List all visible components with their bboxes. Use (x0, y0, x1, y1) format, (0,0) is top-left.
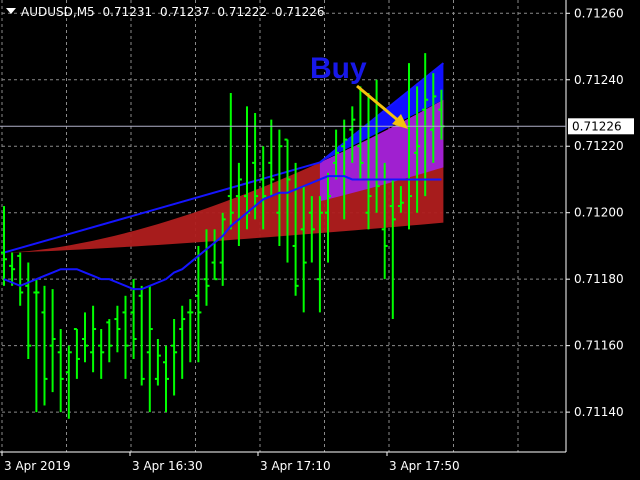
ohlc-bar (90, 305, 97, 373)
y-tick-label: 0.71220 (574, 139, 624, 153)
ohlc-bar (333, 129, 340, 180)
high-price: 0.71237 (159, 5, 210, 19)
ohlc-bar (203, 229, 210, 306)
symbol-label: AUDUSD,M5 (21, 5, 95, 19)
current-price-label: 0.71226 (572, 119, 622, 133)
ohlc-bar (41, 285, 48, 406)
ohlc-bar (268, 119, 275, 197)
ohlc-bar (82, 312, 88, 363)
ohlc-bar (187, 299, 194, 363)
buy-arrow-head (392, 114, 408, 129)
x-tick-label: 3 Apr 16:30 (132, 459, 203, 473)
ohlc-bar (25, 262, 32, 359)
ohlc-bar (138, 285, 145, 386)
ohlc-bar (33, 279, 40, 413)
ohlc-bar (1, 206, 7, 286)
ohlc-bar (106, 319, 113, 363)
moving-average-line (3, 175, 442, 291)
current-price-box (568, 118, 634, 135)
ohlc-bar (308, 196, 315, 263)
ohlc-bar (325, 172, 331, 263)
ohlc-bar (381, 162, 388, 280)
y-tick-label: 0.71160 (574, 339, 624, 353)
ohlc-bar (397, 186, 404, 213)
ohlc-bar (122, 295, 129, 379)
signal-band (3, 62, 445, 254)
ohlc-bar (195, 245, 202, 363)
ohlc-bar (422, 53, 429, 197)
ohlc-bar (389, 179, 396, 320)
ohlc-bar (49, 289, 56, 393)
x-tick-label: 3 Apr 2019 (4, 459, 71, 473)
ohlc-bar (357, 86, 364, 180)
ohlc-bar (300, 186, 307, 313)
ohlc-bar (252, 113, 259, 220)
ohlc-bar (414, 86, 421, 213)
ohlc-bar (179, 305, 186, 379)
y-tick-label: 0.71200 (574, 206, 624, 220)
dropdown-triangle-icon[interactable] (6, 8, 16, 14)
y-tick-label: 0.71240 (574, 73, 624, 87)
buy-label: Buy (310, 52, 367, 85)
ohlc-bar (65, 345, 72, 419)
ohlc-bar (227, 93, 234, 230)
ohlc-bar (211, 229, 218, 281)
ohlc-bar (365, 93, 372, 230)
symbol-header: AUDUSD,M5 0.71231 0.71237 0.71222 0.7122… (6, 5, 329, 19)
ohlc-bar (114, 305, 121, 353)
open-price: 0.71231 (102, 5, 153, 19)
ohlc-bar (260, 146, 267, 230)
ohlc-bar (57, 329, 64, 413)
ohlc-bar (316, 196, 323, 313)
ohlc-bar (146, 285, 153, 413)
ohlc-bars (1, 53, 445, 419)
band-area (4, 99, 444, 253)
ohlc-bar (341, 119, 348, 220)
ohlc-bar (154, 339, 161, 386)
ohlc-bar (130, 279, 137, 359)
buy-zone (319, 99, 444, 202)
ohlc-bar (292, 162, 299, 296)
axes: 0.71260 0.71240 0.71220 0.71200 0.71180 0.711… (0, 0, 634, 473)
ma-polyline (3, 175, 442, 291)
ohlc-bar (171, 319, 178, 396)
fast-line (319, 62, 445, 164)
close-price: 0.71226 (274, 5, 325, 19)
fast-line (3, 161, 321, 254)
x-tick-label: 3 Apr 17:50 (389, 459, 460, 473)
buy-annotation: Buy (310, 52, 408, 129)
ohlc-bar (235, 162, 242, 246)
y-tick-label: 0.71140 (574, 405, 624, 419)
ohlc-bar (219, 212, 226, 286)
y-tick-label: 0.71260 (574, 6, 624, 20)
ohlc-bar (349, 106, 356, 163)
ohlc-bar (163, 345, 169, 413)
ohlc-bar (98, 329, 105, 379)
buy-arrow-shaft (356, 84, 401, 124)
ohlc-bar (276, 129, 283, 246)
ohlc-bar (284, 138, 291, 263)
ohlc-bar (430, 73, 437, 163)
ohlc-bar (9, 252, 16, 286)
x-tick-label: 3 Apr 17:10 (260, 459, 331, 473)
y-tick-label: 0.71180 (574, 272, 624, 286)
low-price: 0.71222 (217, 5, 268, 19)
ohlc-bar (17, 252, 24, 306)
ohlc-bar (73, 328, 80, 379)
